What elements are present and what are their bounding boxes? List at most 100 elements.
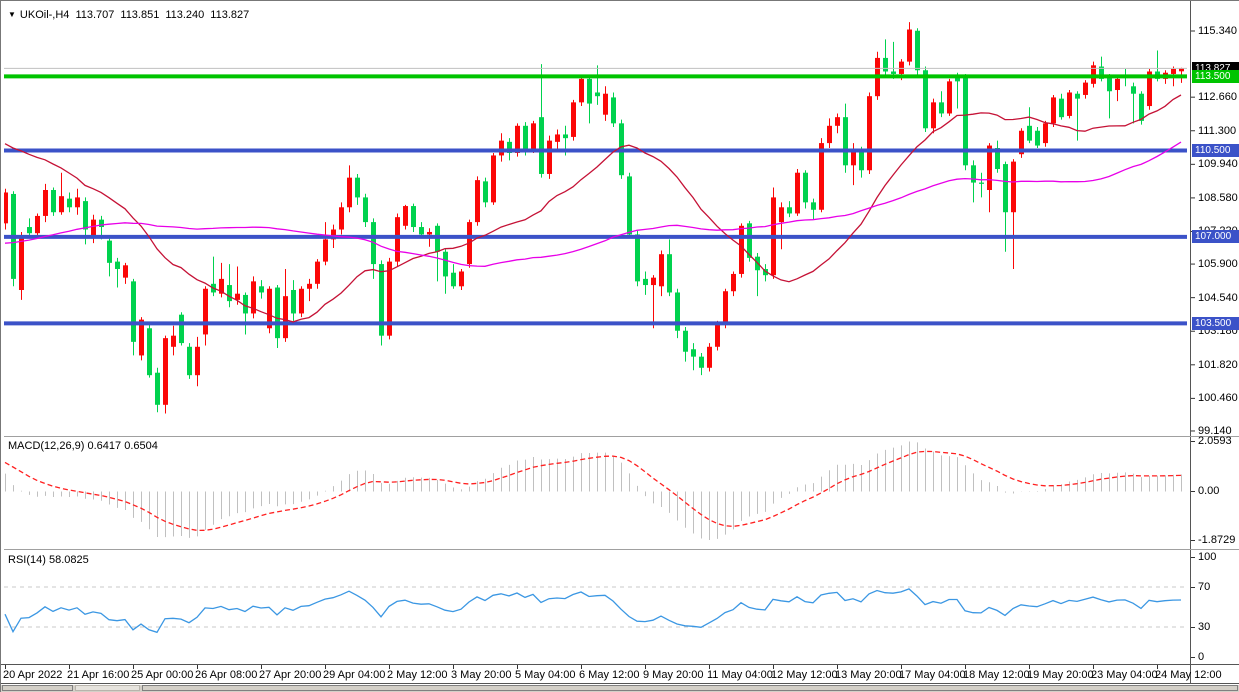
candle-body: [659, 254, 664, 287]
green-level-badge: 113.500: [1192, 69, 1239, 83]
rsi-panel-title: RSI(14) 58.0825: [8, 554, 89, 566]
candle-body: [1019, 130, 1024, 155]
macd-panel-title: MACD(12,26,9) 0.6417 0.6504: [8, 440, 158, 452]
candle-body: [419, 227, 424, 235]
candle-body: [307, 283, 312, 289]
price-axis-label: 109.940: [1198, 158, 1238, 171]
candle-body: [323, 239, 328, 262]
rsi-label: RSI(14): [8, 554, 46, 566]
candle-body: [531, 123, 536, 151]
candle-body: [579, 78, 584, 103]
candle-body: [763, 269, 768, 276]
scrollbar-thumb[interactable]: [142, 685, 1238, 691]
candle-body: [603, 93, 608, 115]
macd-panel[interactable]: [4, 441, 1182, 541]
candle-body: [67, 198, 72, 208]
candle-body: [547, 140, 552, 174]
candle-body: [355, 177, 360, 198]
candle-body: [787, 207, 792, 214]
bottom-scrollbar[interactable]: [1, 685, 1239, 692]
candle-body: [835, 117, 840, 126]
candle-body: [915, 30, 920, 71]
chart-symbol-period: UKOil-,H4: [19, 9, 70, 21]
chart-dropdown-arrow[interactable]: ▼: [8, 10, 16, 19]
candle-body: [691, 349, 696, 357]
candle-body: [19, 235, 24, 290]
candle-body: [723, 291, 728, 325]
time-axis-label: 29 Apr 04:00: [323, 669, 386, 681]
candle-body: [83, 201, 88, 230]
rsi-line: [4, 588, 1182, 634]
scrollbar-segment-left[interactable]: [2, 685, 73, 691]
candle-body: [939, 102, 944, 114]
candle-body: [675, 292, 680, 331]
candle-body: [899, 61, 904, 74]
candle-body: [347, 177, 352, 208]
candle-body: [315, 261, 320, 284]
macd-axis-label: 2.0593: [1198, 435, 1232, 447]
candle-body: [651, 277, 656, 286]
candle-body: [963, 76, 968, 166]
candle-body: [1003, 164, 1008, 213]
candle-body: [1067, 92, 1072, 116]
candle-body: [363, 197, 368, 223]
candle-body: [179, 314, 184, 344]
candle-body: [947, 81, 952, 114]
price-axis-label: 115.340: [1198, 25, 1237, 37]
rsi-panel[interactable]: [4, 586, 1187, 634]
candle-body: [611, 97, 616, 124]
time-axis-label: 3 May 20:00: [451, 669, 512, 681]
candle-body: [131, 281, 136, 342]
candle-body: [291, 289, 296, 314]
ohlc-close: 113.827: [210, 9, 250, 21]
time-axis-label: 9 May 20:00: [643, 669, 704, 681]
time-axis-label: 11 May 04:00: [707, 669, 773, 681]
candle-body: [115, 261, 120, 270]
candle-body: [635, 234, 640, 282]
candle-body: [563, 134, 568, 139]
time-axis-label: 13 May 20:00: [835, 669, 902, 681]
macd-axis-label: -1.8729: [1198, 534, 1236, 546]
time-axis-label: 18 May 12:00: [963, 669, 1030, 681]
candle-body: [395, 217, 400, 262]
price-axis-label: 99.140: [1198, 424, 1232, 437]
candle-body: [555, 134, 560, 142]
candle-body: [27, 227, 32, 234]
candle-body: [203, 288, 208, 335]
candle-body: [1075, 93, 1080, 99]
candle-body: [283, 296, 288, 339]
candle-body: [443, 251, 448, 277]
time-axis-label: 17 May 04:00: [899, 669, 966, 681]
time-axis-label: 25 Apr 00:00: [131, 669, 194, 681]
macd-signal-line: [4, 450, 1182, 532]
candle-body: [1139, 93, 1144, 121]
time-axis-label: 2 May 12:00: [387, 669, 448, 681]
candle-body: [59, 196, 64, 213]
time-axis-label: 21 Apr 16:00: [67, 669, 130, 681]
candle-body: [275, 287, 280, 339]
candle-body: [587, 78, 592, 104]
candle-body: [1011, 161, 1016, 213]
candle-body: [155, 372, 160, 405]
candle-body: [995, 148, 1000, 170]
candle-body: [1059, 98, 1064, 118]
time-axis-label: 6 May 12:00: [579, 669, 640, 681]
candle-body: [667, 254, 672, 293]
scrollbar-segment-mid[interactable]: [75, 685, 140, 691]
candle-body: [451, 272, 456, 287]
candle-body: [907, 29, 912, 62]
main-price-panel[interactable]: [3, 22, 1187, 414]
candle-body: [891, 71, 896, 74]
candle-body: [1171, 69, 1176, 74]
candle-body: [811, 202, 816, 210]
candle-body: [851, 150, 856, 166]
candle-body: [387, 261, 392, 336]
candle-body: [123, 265, 128, 278]
candle-body: [171, 335, 176, 347]
blue-level-badge-3: 103.500: [1192, 316, 1239, 330]
macd-value-main: 0.6417: [87, 440, 122, 452]
time-axis-label: 27 Apr 20:00: [259, 669, 322, 681]
time-axis-label: 23 May 04:00: [1091, 669, 1158, 681]
candle-body: [987, 145, 992, 191]
